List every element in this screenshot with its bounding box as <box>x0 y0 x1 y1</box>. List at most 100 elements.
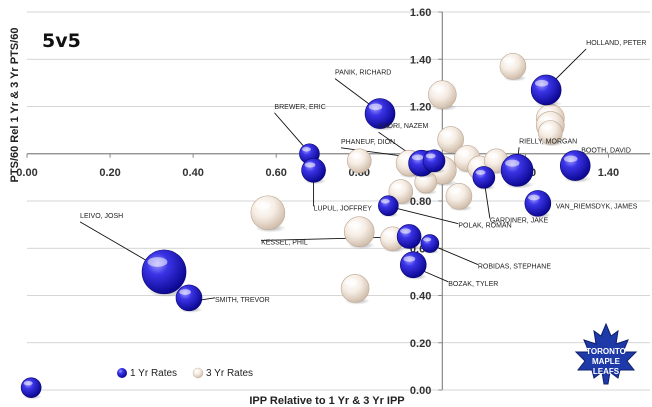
y-tick-labels: 0.000.200.400.600.801.001.201.401.60 <box>410 7 443 397</box>
bubble-3yr <box>428 80 457 109</box>
bubble-3yr-highlight <box>431 85 445 92</box>
legend-marker-1yr <box>117 368 127 378</box>
bubble-1yr <box>399 251 427 279</box>
bubble-1yr-highlight <box>505 159 520 167</box>
bubble-1yr <box>378 195 399 217</box>
bubble-3yr-highlight <box>344 279 358 286</box>
legend-label-1yr: 1 Yr Rates <box>130 368 177 379</box>
bubble-1yr <box>396 224 422 249</box>
x-tick-label: 0.60 <box>265 167 286 179</box>
x-tick-label: 0.20 <box>99 167 120 179</box>
bubble-1yr-highlight <box>179 289 191 295</box>
point-label: PANIK, RICHARD <box>335 70 391 77</box>
bubble-3yr-highlight <box>255 201 271 209</box>
point-label: HOLLAND, PETER <box>586 40 646 47</box>
logo-text-toronto: TORONTO <box>586 347 626 356</box>
leader-line <box>397 208 459 225</box>
bubble-3yr <box>445 182 473 210</box>
x-tick-label: 0.00 <box>16 167 37 179</box>
leader-line <box>334 78 369 105</box>
point-label: VAN_RIEMSDYK, JAMES <box>556 203 638 210</box>
bubble-3yr <box>340 274 370 303</box>
bubble-3yr-highlight <box>391 183 403 189</box>
point-label: ROBIDAS, STEPHANE <box>478 264 551 271</box>
bubble-3yr-highlight <box>470 159 482 166</box>
bubble-3yr-highlight <box>350 152 362 159</box>
point-label: BOZAK, TYLER <box>448 281 498 288</box>
bubble-1yr-highlight <box>475 170 486 175</box>
bubble-1yr-highlight <box>423 237 432 242</box>
bubble-1yr <box>141 249 187 295</box>
legend: 1 Yr Rates 3 Yr Rates <box>117 367 253 379</box>
y-tick-label: 1.60 <box>410 7 431 19</box>
bubble-1yr <box>530 74 562 106</box>
point-label: KADRI, NAZEM <box>379 123 429 130</box>
strength-badge: 5v5 <box>42 30 81 52</box>
point-label: PHANEUF, DION <box>341 139 395 146</box>
bubble-3yr-highlight <box>348 221 362 229</box>
leader-line <box>201 297 216 301</box>
leader-line <box>274 112 304 147</box>
bubble-1yr-highlight <box>528 194 540 201</box>
bubble-3yr-highlight <box>541 124 553 130</box>
bubble-1yr-highlight <box>403 256 416 262</box>
point-label: RIELLY, MORGAN <box>519 138 577 145</box>
legend-marker-3yr <box>192 367 204 379</box>
bubble-3yr-highlight <box>503 57 515 64</box>
series-1yr-bubbles <box>20 74 591 400</box>
bubble-1yr-highlight <box>23 380 33 386</box>
leader-line <box>555 48 587 80</box>
bubble-1yr <box>524 190 552 217</box>
y-tick-label: 0.80 <box>410 196 431 208</box>
bubble-1yr <box>472 166 496 189</box>
legend-label-3yr: 3 Yr Rates <box>206 368 253 379</box>
bubble-1yr-highlight <box>411 154 424 161</box>
maple-leaf-icon <box>574 322 638 385</box>
y-tick-label: 1.40 <box>410 54 431 66</box>
bubble-1yr-highlight <box>304 162 316 168</box>
bubble-1yr-highlight <box>563 155 578 163</box>
bubble-1yr <box>420 234 440 253</box>
leader-line <box>79 221 146 261</box>
bubble-1yr-highlight <box>534 79 549 87</box>
bubble-1yr-highlight <box>380 199 390 204</box>
bubble-1yr-highlight <box>425 153 436 159</box>
point-label: GARDINER, JAKE <box>490 217 549 224</box>
point-label: SMITH, TREVOR <box>215 297 270 304</box>
point-label: LUPUL, JOFFREY <box>314 205 373 212</box>
bubble-3yr <box>250 195 286 231</box>
point-label: BOOTH, DAVID <box>581 148 631 155</box>
point-label: LEIVO, JOSH <box>80 213 123 220</box>
maple-leafs-logo: TORONTO MAPLE LEAFS <box>574 322 638 385</box>
leader-line <box>261 236 398 241</box>
bubble-1yr-highlight <box>368 103 383 111</box>
bubble-3yr-highlight <box>449 187 461 194</box>
bubble-3yr <box>343 216 375 248</box>
bubble-1yr <box>422 149 446 173</box>
point-label: KESSEL, PHIL <box>261 239 308 246</box>
bubble-3yr-highlight <box>440 130 453 137</box>
bubble-3yr-highlight <box>487 152 499 159</box>
bubble-3yr-highlight <box>399 154 412 161</box>
bubble-3yr-highlight <box>383 230 395 237</box>
bubble-1yr-highlight <box>400 228 411 234</box>
bubble-3yr <box>346 148 372 174</box>
bubble-1yr <box>20 377 42 398</box>
x-tick-label: 0.40 <box>182 167 203 179</box>
logo-text-leafs: LEAFS <box>593 367 620 376</box>
leader-line <box>517 147 520 155</box>
bubble-1yr <box>559 150 591 181</box>
logo-text-maple: MAPLE <box>592 357 621 366</box>
bubble-1yr-highlight <box>147 257 168 267</box>
bubble-3yr <box>499 53 527 80</box>
y-tick-label: 0.00 <box>410 385 431 397</box>
point-labels: HOLLAND, PETER PANIK, RICHARD BREWER, ERIC… <box>80 40 646 304</box>
x-axis-label: IPP Relative to 1 Yr & 3 Yr IPP <box>249 395 404 407</box>
bubble-1yr-highlight <box>301 147 311 152</box>
leader-line <box>424 271 449 283</box>
y-axis-label: PTS/60 Rel 1 Yr & 3 Yr PTS/60 <box>9 28 21 183</box>
y-tick-label: 0.20 <box>410 338 431 350</box>
bubble-1yr <box>500 153 534 187</box>
x-tick-label: 1.40 <box>598 167 619 179</box>
